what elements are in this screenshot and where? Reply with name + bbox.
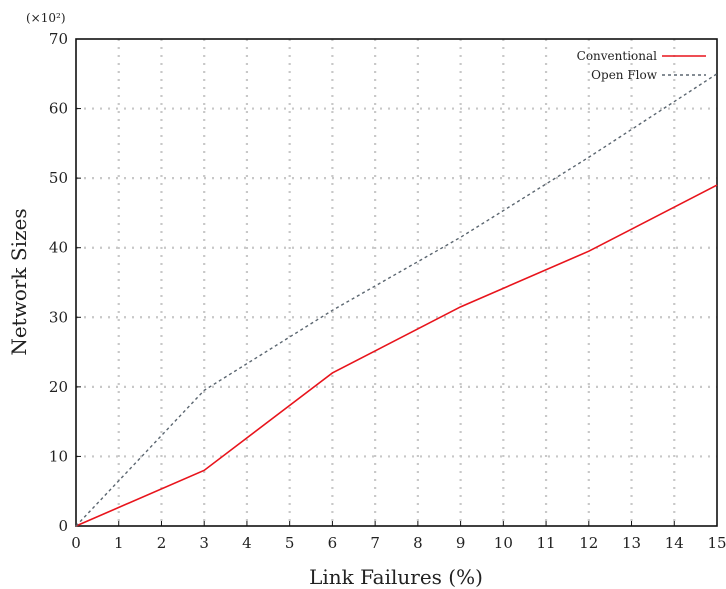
grid-lines [76,39,717,526]
y-tick-label: 30 [49,308,68,326]
x-tick-label: 12 [579,534,598,552]
x-tick-label: 2 [157,534,167,552]
series-lines [75,73,718,527]
x-axis-title: Link Failures (%) [309,565,483,589]
legend: Conventional Open Flow [577,49,706,82]
x-tick-label: 5 [285,534,295,552]
x-axis-ticks: 0 1 2 3 4 5 6 7 8 9 10 11 12 13 14 15 [71,521,726,552]
x-tick-label: 13 [622,534,641,552]
x-tick-label: 9 [456,534,466,552]
x-tick-label: 15 [707,534,726,552]
y-tick-label: 70 [49,30,68,48]
y-axis-ticks: 0 10 20 30 40 50 60 70 [49,30,81,535]
x-tick-label: 3 [199,534,209,552]
x-tick-label: 10 [494,534,513,552]
x-tick-label: 8 [413,534,423,552]
y-tick-label: 50 [49,169,68,187]
x-tick-label: 11 [537,534,556,552]
x-tick-label: 6 [328,534,338,552]
x-tick-label: 1 [114,534,124,552]
y-tick-label: 10 [49,447,68,465]
x-tick-label: 14 [665,534,684,552]
legend-label: Conventional [577,49,658,63]
y-tick-label: 60 [49,100,68,118]
series-line-open-flow [75,73,718,527]
y-tick-label: 20 [49,378,68,396]
y-scale-note: (×10²) [26,11,66,25]
y-tick-label: 40 [49,239,68,257]
legend-label: Open Flow [591,68,658,82]
x-tick-label: 0 [71,534,81,552]
plot-frame [75,38,718,527]
x-tick-label: 7 [370,534,380,552]
y-axis-title: Network Sizes [7,208,31,355]
x-tick-label: 4 [242,534,252,552]
series-line-conventional [75,184,718,527]
y-tick-label: 0 [58,517,68,535]
